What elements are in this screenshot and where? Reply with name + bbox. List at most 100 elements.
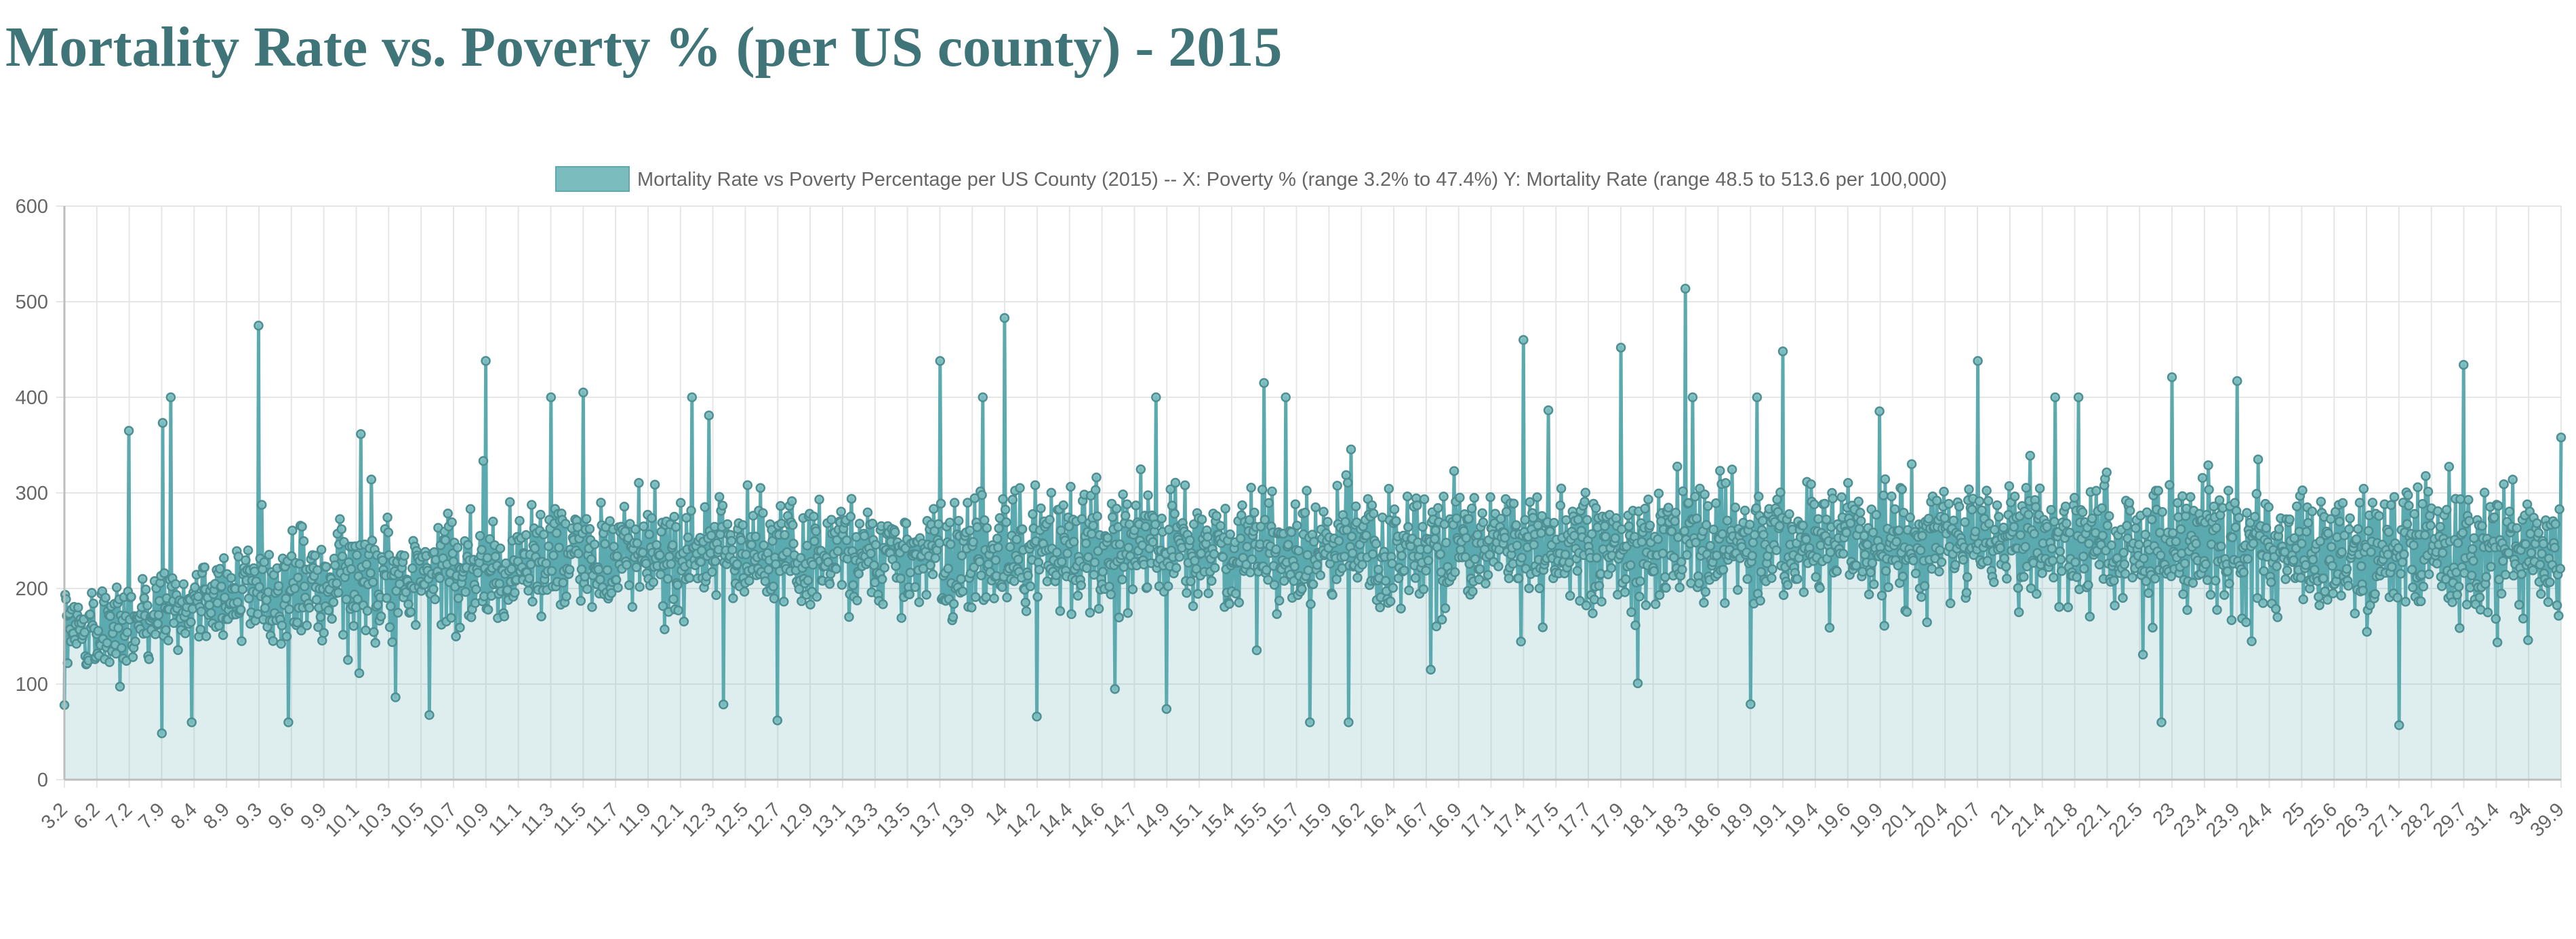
data-point <box>546 392 557 403</box>
legend[interactable]: Mortality Rate vs Poverty Percentage per… <box>555 166 1947 192</box>
data-point <box>2468 555 2478 566</box>
data-point <box>934 538 944 548</box>
data-point <box>2127 572 2137 583</box>
data-point <box>788 538 799 549</box>
data-point <box>354 668 365 679</box>
data-point <box>1110 684 1120 694</box>
y-tick-label: 200 <box>16 578 48 600</box>
data-point <box>1855 507 1866 518</box>
data-point <box>2298 594 2308 605</box>
data-point <box>944 517 955 528</box>
data-point <box>2409 540 2419 551</box>
data-point <box>2177 491 2188 502</box>
data-point <box>1992 500 2003 511</box>
data-point <box>123 426 134 436</box>
data-point <box>447 517 457 527</box>
data-point <box>2209 501 2219 512</box>
data-point <box>1701 519 1712 530</box>
data-point <box>1984 519 1994 529</box>
data-point <box>977 490 987 500</box>
data-point <box>2165 480 2175 490</box>
data-point <box>2520 539 2531 549</box>
data-point <box>1666 526 1677 537</box>
data-point <box>854 519 865 529</box>
data-point <box>1502 506 1512 517</box>
data-point <box>1636 537 1647 547</box>
data-point <box>805 599 816 610</box>
data-point <box>1727 464 1737 475</box>
data-point <box>1564 557 1575 567</box>
data-point <box>515 515 525 526</box>
data-point <box>1657 548 1668 559</box>
data-point <box>1624 521 1634 532</box>
data-point <box>1752 392 1763 403</box>
data-point <box>1007 494 1018 505</box>
data-point <box>1367 500 1377 511</box>
x-tick-label: 10.3 <box>354 799 397 841</box>
data-point <box>758 508 768 518</box>
data-point <box>1771 545 1782 555</box>
data-point <box>668 594 679 604</box>
data-point <box>111 582 122 593</box>
data-point <box>803 575 813 586</box>
data-point <box>1703 501 1713 511</box>
data-point <box>717 500 728 511</box>
data-point <box>2461 599 2472 610</box>
data-point <box>2492 637 2503 647</box>
data-point <box>523 586 534 596</box>
x-tick-label: 13.9 <box>938 799 980 841</box>
data-point <box>1237 500 1247 511</box>
x-tick-label: 10.5 <box>386 799 429 841</box>
data-point <box>706 530 717 541</box>
data-point <box>2436 581 2447 591</box>
data-point <box>336 524 347 534</box>
data-point <box>700 502 710 513</box>
data-point <box>1590 503 1601 513</box>
data-point <box>1876 591 1887 601</box>
data-point <box>1051 547 1062 558</box>
data-point <box>1081 563 1092 574</box>
data-point <box>2508 475 2518 485</box>
data-point <box>656 569 666 580</box>
data-point <box>2323 528 2333 538</box>
data-point <box>1897 484 1908 494</box>
data-point <box>435 573 445 584</box>
data-point <box>1081 538 1091 548</box>
data-point <box>2141 576 2152 586</box>
data-point <box>1871 510 1882 520</box>
data-point <box>2289 555 2299 565</box>
data-point <box>1087 529 1097 539</box>
data-point <box>551 527 562 538</box>
data-point <box>969 562 980 572</box>
data-point <box>2533 527 2543 538</box>
data-point <box>1246 483 1256 493</box>
data-point <box>668 540 678 551</box>
data-point <box>679 616 689 627</box>
data-point <box>485 534 495 544</box>
data-point <box>1575 596 1585 606</box>
data-point <box>2118 593 2128 603</box>
data-point <box>2291 501 2302 512</box>
data-point <box>216 581 226 592</box>
data-point <box>1699 597 1709 608</box>
data-point <box>925 560 935 570</box>
data-point <box>1587 529 1597 539</box>
data-point <box>2438 548 2448 558</box>
data-point <box>241 555 251 565</box>
data-point <box>2543 597 2554 607</box>
data-point <box>1164 524 1174 535</box>
data-point <box>997 582 1007 593</box>
data-point <box>963 498 973 508</box>
data-point <box>1513 573 1524 584</box>
data-point <box>1368 508 1379 519</box>
data-point <box>195 624 206 635</box>
data-point <box>666 559 677 570</box>
data-point <box>1225 529 1235 540</box>
data-point <box>220 592 230 603</box>
data-point <box>910 582 921 593</box>
x-tick-label: 23.9 <box>2202 799 2245 841</box>
data-point <box>1708 524 1719 535</box>
data-point <box>2418 581 2429 592</box>
data-point <box>2013 607 2024 618</box>
data-point <box>1032 711 1042 722</box>
